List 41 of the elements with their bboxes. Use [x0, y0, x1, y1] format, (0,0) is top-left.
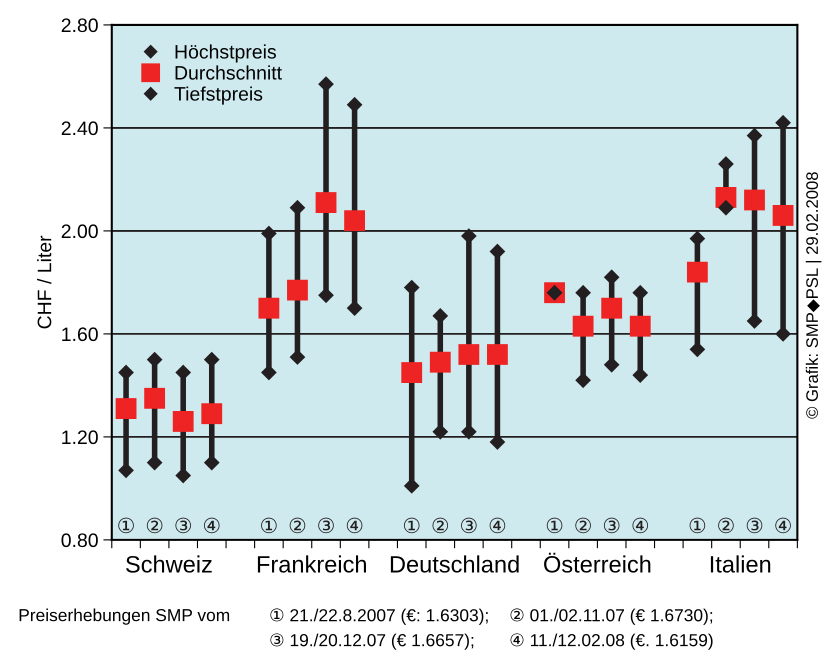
x-tick-label: ②: [146, 518, 162, 534]
legend-label: Tiefstpreis: [174, 86, 262, 105]
text: ③ 19./20.12.07 (€ 1.6657);: [270, 633, 474, 650]
y-tick-label: 2.00: [62, 224, 98, 238]
x-tick-label: ①: [546, 518, 562, 534]
x-tick-label: ①: [118, 518, 134, 534]
y-tick-label: 2.80: [62, 18, 98, 32]
x-tick-label: ④: [346, 518, 362, 534]
text: Österreich: [544, 552, 650, 573]
text: Schweiz: [126, 555, 212, 573]
x-tick-label: ①: [690, 518, 706, 534]
x-tick-label: ②: [290, 518, 306, 534]
x-tick-label: ④: [775, 518, 791, 534]
y-tick-label: 1.60: [62, 327, 98, 342]
y-axis-title: CHF / Liter: [37, 236, 52, 328]
text: ① 21./22.8.2007 (€: 1.6303);: [270, 608, 488, 625]
x-tick-label: ③: [175, 518, 191, 534]
text: Preiserhebungen SMP vom: [20, 608, 230, 625]
y-tick-label: 1.20: [62, 430, 98, 444]
text: © Grafik: SMP◆PSL | 29.02.2008: [806, 172, 822, 419]
x-tick-label: ②: [718, 518, 734, 534]
legend-label: Durchschnitt: [176, 65, 282, 80]
x-tick-label: ③: [461, 518, 477, 534]
x-tick-label: ③: [746, 518, 762, 534]
x-tick-label: ④: [632, 518, 648, 534]
x-tick-label: ③: [604, 518, 620, 534]
text: Deutschland: [390, 555, 519, 573]
legend-label: Höchstpreis: [176, 44, 276, 62]
x-tick-label: ④: [490, 518, 506, 534]
x-tick-label: ①: [404, 518, 420, 534]
x-tick-label: ②: [432, 518, 448, 534]
x-tick-label: ②: [575, 518, 591, 534]
y-tick-label: 2.40: [62, 121, 98, 136]
x-tick-label: ④: [204, 518, 220, 534]
text: Frankreich: [258, 555, 366, 573]
y-tick-label: 0.80: [62, 533, 98, 548]
text: Italien: [710, 555, 770, 573]
text: ④ 11./12.02.08 (€. 1.6159): [510, 633, 713, 650]
x-tick-label: ①: [261, 518, 277, 534]
x-tick-label: ③: [318, 518, 334, 534]
text: ② 01./02.11.07 (€ 1.6730);: [510, 608, 712, 625]
